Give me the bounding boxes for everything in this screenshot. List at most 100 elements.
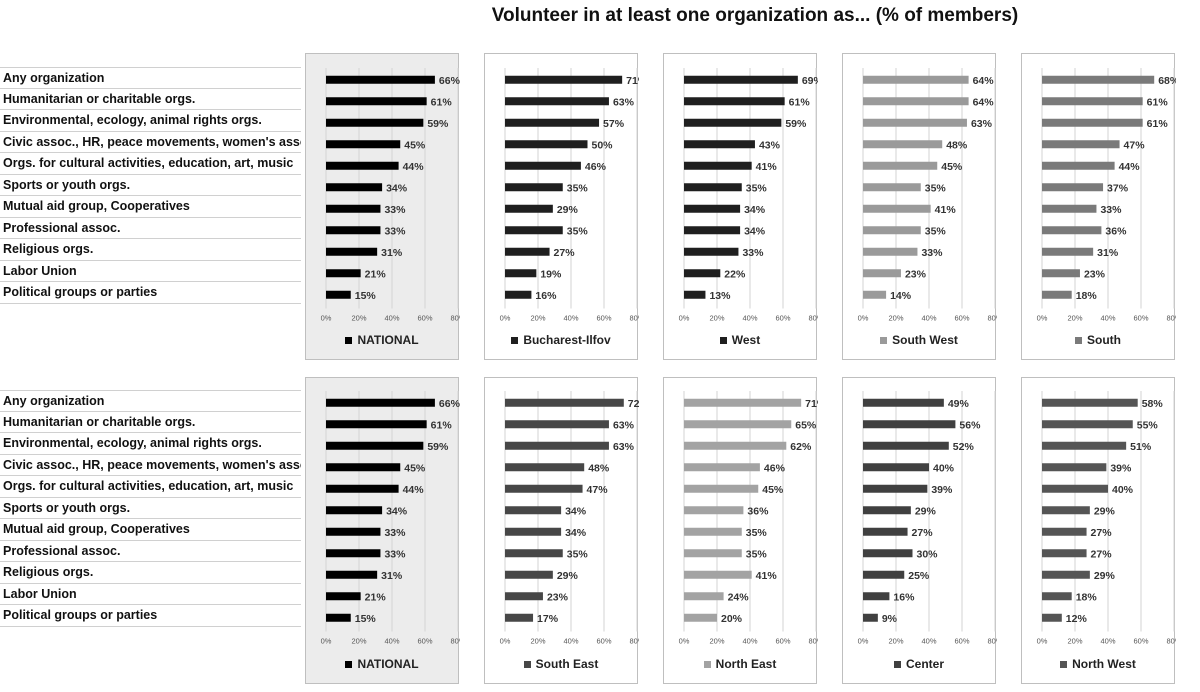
data-label: 63%: [613, 441, 635, 453]
data-label: 15%: [355, 613, 377, 625]
data-label: 34%: [565, 527, 587, 539]
tick-label: 20%: [709, 314, 724, 323]
bar: [1042, 592, 1072, 601]
category-label: Civic assoc., HR, peace movements, women…: [0, 132, 301, 153]
tick-label: 80%: [808, 314, 818, 323]
tick-label: 0%: [500, 314, 511, 323]
bar: [863, 506, 911, 515]
data-label: 33%: [921, 247, 943, 259]
data-label: 33%: [384, 548, 406, 560]
bar: [1042, 75, 1155, 84]
data-label: 40%: [1112, 484, 1134, 496]
legend-label: North East: [715, 657, 777, 671]
tick-label: 0%: [679, 314, 690, 323]
bar: [684, 484, 759, 493]
data-label: 13%: [709, 290, 731, 302]
data-label: 41%: [935, 204, 957, 216]
panel-north-east: 0% 20% 40% 60% 80% 71% 65% 62% 46% 45% 36% 35% 35% 41…: [663, 377, 818, 684]
legend: West: [664, 333, 816, 347]
data-label: 27%: [554, 247, 576, 259]
bar: [326, 269, 361, 278]
data-label: 34%: [744, 204, 766, 216]
legend: South East: [485, 657, 637, 671]
data-label: 16%: [893, 591, 915, 603]
data-label: 71%: [626, 75, 639, 87]
bar: [684, 247, 739, 256]
bar: [684, 613, 717, 622]
bar-chart-svg: 0% 20% 40% 60% 80% 66% 61% 59%45% 44% 34% 33% 33% 31…: [321, 391, 460, 646]
bar: [863, 290, 887, 299]
data-label: 61%: [431, 96, 453, 108]
bar: [863, 118, 967, 127]
tick-label: 60%: [954, 637, 969, 646]
bar: [326, 204, 381, 213]
data-label: 61%: [789, 96, 811, 108]
legend: NATIONAL: [306, 333, 458, 347]
tick-label: 60%: [954, 314, 969, 323]
tick-label: 60%: [417, 314, 432, 323]
data-label: 47%: [587, 484, 609, 496]
data-label: 35%: [746, 182, 768, 194]
bar: [684, 441, 787, 450]
tick-label: 60%: [417, 637, 432, 646]
bar: [1042, 613, 1062, 622]
data-label: 45%: [941, 161, 963, 173]
bar-chart-svg: 0% 20% 40% 60% 80% 69% 61% 59% 43% 41% 35% 34% 34% 33…: [679, 68, 818, 323]
bar: [863, 420, 956, 429]
legend: South West: [843, 333, 995, 347]
data-label: 45%: [762, 484, 784, 496]
bar: [326, 226, 381, 235]
data-label: 31%: [381, 247, 403, 259]
data-label: 29%: [915, 505, 937, 517]
data-label: 29%: [557, 204, 579, 216]
bar: [1042, 290, 1072, 299]
category-label: Humanitarian or charitable orgs.: [0, 412, 301, 433]
data-label: 47%: [1124, 139, 1146, 151]
bar: [505, 592, 543, 601]
bar: [326, 290, 351, 299]
bar: [863, 527, 908, 536]
category-label: Mutual aid group, Cooperatives: [0, 196, 301, 218]
data-label: 40%: [933, 462, 955, 474]
data-label: 35%: [925, 225, 947, 237]
bar: [1042, 226, 1102, 235]
tick-label: 40%: [563, 314, 578, 323]
bar: [863, 613, 878, 622]
tick-label: 0%: [858, 314, 869, 323]
data-label: 37%: [1107, 182, 1129, 194]
data-label: 29%: [1094, 505, 1116, 517]
tick-label: 60%: [775, 637, 790, 646]
bar: [505, 398, 624, 407]
data-label: 19%: [540, 268, 562, 280]
legend-swatch: [523, 661, 531, 668]
bar: [863, 549, 913, 558]
legend-swatch: [345, 661, 353, 668]
bar: [1042, 506, 1090, 515]
data-label: 31%: [381, 570, 403, 582]
bar: [1042, 204, 1097, 213]
data-label: 16%: [535, 290, 557, 302]
data-label: 31%: [1097, 247, 1119, 259]
bar: [326, 161, 399, 170]
category-label: Political groups or parties: [0, 282, 301, 304]
bar-chart-svg: 0% 20% 40% 60% 80% 64% 64% 63%48% 45% 35% 41% 35% 33…: [858, 68, 997, 323]
legend-label: West: [731, 333, 761, 347]
bar-chart-svg: 0% 20% 40% 60% 80% 71% 63% 57% 50% 46% 35% 29% 35% 27…: [500, 68, 639, 323]
data-label: 18%: [1076, 591, 1098, 603]
bar: [863, 204, 931, 213]
data-label: 65%: [795, 419, 817, 431]
tick-label: 40%: [742, 637, 757, 646]
data-label: 33%: [742, 247, 764, 259]
tick-label: 40%: [384, 314, 399, 323]
tick-label: 80%: [629, 637, 639, 646]
data-label: 33%: [384, 225, 406, 237]
bar: [505, 226, 563, 235]
data-label: 41%: [756, 161, 778, 173]
bar: [505, 97, 609, 106]
tick-label: 0%: [321, 637, 332, 646]
data-label: 50%: [592, 139, 614, 151]
bar: [863, 441, 949, 450]
bar: [863, 247, 918, 256]
tick-label: 0%: [1037, 637, 1048, 646]
tick-label: 20%: [351, 637, 366, 646]
